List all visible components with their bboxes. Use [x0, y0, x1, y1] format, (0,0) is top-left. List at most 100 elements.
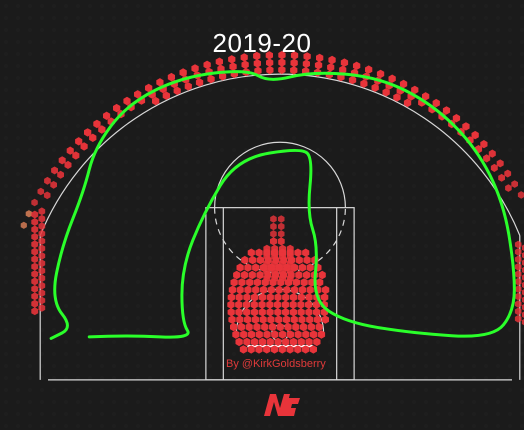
- texture-dot: [195, 27, 201, 33]
- shot-hex: [244, 263, 252, 272]
- texture-dot: [471, 3, 477, 9]
- texture-dot: [111, 207, 117, 213]
- texture-dot: [375, 255, 381, 261]
- shot-hex: [57, 170, 64, 179]
- texture-dot: [363, 411, 369, 417]
- texture-dot: [435, 135, 441, 141]
- texture-dot: [219, 15, 225, 21]
- texture-dot: [39, 387, 45, 393]
- shot-hex: [255, 248, 263, 257]
- shot-hex: [240, 270, 249, 280]
- texture-dot: [27, 423, 33, 429]
- texture-dot: [411, 315, 417, 321]
- texture-dot: [267, 171, 273, 177]
- texture-dot: [447, 423, 453, 429]
- texture-dot: [99, 159, 105, 165]
- texture-dot: [87, 375, 93, 381]
- texture-dot: [195, 171, 201, 177]
- texture-dot: [111, 315, 117, 321]
- texture-dot: [375, 279, 381, 285]
- shot-hex: [271, 244, 279, 253]
- texture-dot: [483, 183, 489, 189]
- texture-dot: [435, 87, 441, 93]
- texture-dot: [387, 423, 393, 429]
- texture-dot: [207, 243, 213, 249]
- texture-dot: [375, 243, 381, 249]
- texture-dot: [483, 399, 489, 405]
- shot-hex: [279, 252, 286, 261]
- texture-dot: [3, 51, 9, 57]
- texture-dot: [399, 315, 405, 321]
- shot-hex: [521, 266, 524, 274]
- texture-dot: [207, 399, 213, 405]
- texture-dot: [315, 387, 321, 393]
- texture-dot: [327, 123, 333, 129]
- texture-dot: [111, 171, 117, 177]
- texture-dot: [447, 195, 453, 201]
- texture-dot: [171, 159, 177, 165]
- texture-dot: [471, 15, 477, 21]
- texture-dot: [63, 291, 69, 297]
- shot-hex: [253, 278, 262, 287]
- texture-dot: [3, 99, 9, 105]
- shot-hex: [252, 263, 260, 272]
- texture-dot: [87, 75, 93, 81]
- shot-hex: [256, 255, 264, 265]
- outline-layer: [49, 70, 516, 340]
- texture-dot: [15, 315, 21, 321]
- texture-dot: [495, 207, 501, 213]
- texture-dot: [171, 183, 177, 189]
- texture-dot: [195, 267, 201, 273]
- texture-dot: [159, 399, 165, 405]
- shot-hex: [38, 252, 46, 260]
- texture-dot: [87, 15, 93, 21]
- shot-hex: [263, 267, 271, 276]
- texture-dot: [207, 111, 213, 117]
- texture-dot: [87, 99, 93, 105]
- shot-hex: [514, 270, 522, 278]
- texture-dot: [303, 99, 309, 105]
- texture-dot: [375, 123, 381, 129]
- texture-dot: [123, 219, 129, 225]
- shot-hex: [521, 252, 524, 259]
- texture-dot: [351, 411, 357, 417]
- texture-dot: [447, 39, 453, 45]
- texture-dot: [135, 339, 141, 345]
- texture-dot: [387, 27, 393, 33]
- texture-dot: [243, 111, 249, 117]
- texture-dot: [171, 39, 177, 45]
- texture-dot: [219, 411, 225, 417]
- texture-dot: [411, 399, 417, 405]
- shot-hex: [274, 337, 282, 347]
- shot-hex: [483, 154, 491, 163]
- texture-dot: [135, 279, 141, 285]
- texture-dot: [195, 111, 201, 117]
- texture-dot: [483, 15, 489, 21]
- texture-dot: [339, 423, 345, 429]
- texture-dot: [351, 27, 357, 33]
- texture-dot: [231, 255, 237, 261]
- texture-dot: [3, 291, 9, 297]
- texture-dot: [159, 363, 165, 369]
- texture-dot: [171, 279, 177, 285]
- texture-dot: [519, 207, 524, 213]
- texture-dot: [411, 339, 417, 345]
- shot-hex: [250, 300, 258, 309]
- texture-dot: [519, 375, 524, 381]
- texture-dot: [231, 231, 237, 237]
- texture-dot: [87, 315, 93, 321]
- shot-hex: [295, 270, 303, 280]
- texture-dot: [87, 279, 93, 285]
- texture-dot: [27, 243, 33, 249]
- texture-dot: [231, 207, 237, 213]
- texture-dot: [435, 15, 441, 21]
- texture-dot: [75, 219, 81, 225]
- texture-dot: [159, 3, 165, 9]
- shot-hex: [521, 296, 524, 303]
- shot-hex: [134, 90, 142, 99]
- texture-dot: [327, 423, 333, 429]
- texture-dot: [459, 51, 465, 57]
- texture-dot: [471, 267, 477, 273]
- shot-hex: [238, 278, 246, 287]
